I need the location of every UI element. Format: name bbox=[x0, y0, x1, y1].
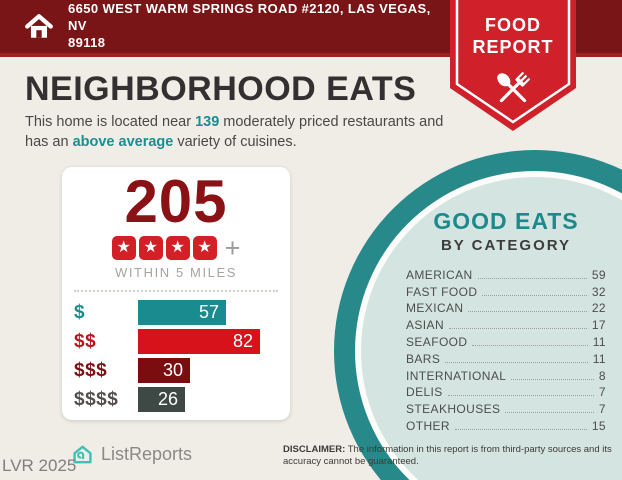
dotted-leader bbox=[447, 395, 594, 397]
star-icon: ★ bbox=[111, 236, 136, 261]
category-value: 32 bbox=[591, 284, 606, 299]
good-eats-title: GOOD EATS bbox=[433, 208, 579, 234]
category-row: STEAKHOUSES 7 bbox=[406, 399, 606, 416]
bar: 82 bbox=[138, 329, 260, 355]
bar: 26 bbox=[138, 387, 185, 413]
restaurant-count: 139 bbox=[195, 114, 220, 130]
listreports-logo: ListReports bbox=[70, 442, 192, 467]
category-label: ASIAN bbox=[406, 318, 445, 333]
category-value: 17 bbox=[591, 318, 606, 333]
dotted-leader bbox=[455, 428, 587, 430]
bar-row: $$ 82 bbox=[74, 327, 278, 356]
dotted-leader bbox=[482, 294, 587, 296]
dotted-leader bbox=[505, 412, 594, 414]
category-label: FAST FOOD bbox=[406, 284, 478, 299]
dotted-leader bbox=[472, 344, 588, 346]
bar-track: 57 bbox=[138, 300, 278, 326]
bar-category-label: $$$$ bbox=[74, 388, 119, 410]
home-icon bbox=[25, 13, 53, 38]
variety-rating: above average bbox=[72, 134, 174, 151]
category-label: STEAKHOUSES bbox=[406, 402, 501, 417]
bar: 30 bbox=[138, 358, 190, 384]
category-value: 22 bbox=[591, 301, 606, 316]
dotted-leader bbox=[511, 378, 594, 380]
bar-category-label: $ bbox=[74, 301, 86, 323]
dotted-separator bbox=[74, 290, 278, 293]
dotted-leader bbox=[468, 311, 587, 313]
category-label: OTHER bbox=[406, 418, 450, 433]
star-icon: ★ bbox=[138, 236, 163, 261]
category-label: MEXICAN bbox=[406, 301, 464, 316]
subtitle: This home is located near 139 moderately… bbox=[25, 114, 444, 151]
category-row: FAST FOOD 32 bbox=[406, 282, 606, 299]
category-value: 11 bbox=[592, 334, 606, 349]
category-row: DELIS 7 bbox=[406, 383, 606, 400]
bar-track: 82 bbox=[138, 329, 278, 355]
bar-row: $$$$ 26 bbox=[74, 385, 278, 414]
good-eats-circle: GOOD EATS BY CATEGORY AMERICAN 59 FAST FOO… bbox=[334, 150, 622, 480]
category-row: BARS 11 bbox=[406, 349, 606, 366]
category-value: 59 bbox=[591, 267, 606, 282]
star-icon: ★ bbox=[192, 236, 217, 261]
good-eats-panel: GOOD EATS BY CATEGORY AMERICAN 59 FAST FOO… bbox=[406, 208, 606, 433]
category-row: AMERICAN 59 bbox=[406, 265, 606, 282]
property-address: 6650 WEST WARM SPRINGS ROAD #2120, LAS V… bbox=[68, 1, 431, 50]
summary-card: 205 ★ ★ ★ ★ + WITHIN 5 MILES $57 $$ 82 $$$ 30 $$$… bbox=[62, 167, 290, 420]
price-bar-chart: $57 $$ 82 $$$ 30 $$$$ 26 bbox=[62, 298, 290, 414]
category-label: BARS bbox=[406, 351, 441, 366]
category-row: SEAFOOD 11 bbox=[406, 332, 606, 349]
category-label: INTERNATIONAL bbox=[406, 368, 507, 383]
category-label: SEAFOOD bbox=[406, 334, 468, 349]
bar-category-label: $$ bbox=[74, 330, 97, 352]
category-value: 11 bbox=[592, 351, 606, 366]
radius-label: WITHIN 5 MILES bbox=[114, 265, 238, 281]
page-title: NEIGHBORHOOD EATS bbox=[25, 70, 417, 108]
category-value: 7 bbox=[598, 385, 606, 400]
category-row: OTHER 15 bbox=[406, 416, 606, 433]
category-row: MEXICAN 22 bbox=[406, 299, 606, 316]
bar-row: $57 bbox=[74, 298, 278, 327]
listreports-house-icon bbox=[73, 445, 92, 464]
dotted-leader bbox=[445, 361, 588, 363]
bar-category-label: $$$ bbox=[74, 359, 108, 381]
category-value: 8 bbox=[598, 368, 606, 383]
bar-row: $$$ 30 bbox=[74, 356, 278, 385]
bar-track: 30 bbox=[138, 358, 278, 384]
star-icon: ★ bbox=[165, 236, 190, 261]
plus-sign: + bbox=[224, 233, 241, 264]
badge-line1: FOOD bbox=[485, 15, 541, 35]
good-eats-subtitle: BY CATEGORY bbox=[440, 237, 572, 254]
category-value: 15 bbox=[591, 418, 606, 433]
badge-line2: REPORT bbox=[472, 37, 553, 57]
category-label: AMERICAN bbox=[406, 267, 473, 282]
crossed-utensils-icon bbox=[497, 71, 531, 103]
bar-track: 26 bbox=[138, 387, 278, 413]
dotted-leader bbox=[477, 277, 587, 279]
category-list: AMERICAN 59 FAST FOOD 32 MEXICAN 22 ASIAN 17 SEA… bbox=[406, 265, 606, 433]
food-report-badge: FOOD REPORT bbox=[450, 0, 576, 131]
category-row: ASIAN 17 bbox=[406, 315, 606, 332]
dotted-leader bbox=[449, 328, 587, 330]
total-restaurants: 205 bbox=[124, 168, 228, 235]
rating-stars: ★ ★ ★ ★ + bbox=[62, 233, 290, 264]
category-value: 7 bbox=[598, 402, 606, 417]
category-row: INTERNATIONAL 8 bbox=[406, 366, 606, 383]
bar: 57 bbox=[138, 300, 226, 326]
category-label: DELIS bbox=[406, 385, 443, 400]
disclaimer: DISCLAIMER: The information in this repo… bbox=[283, 444, 612, 468]
watermark: LVR 2025 bbox=[2, 456, 77, 475]
logo-text: ListReports bbox=[101, 444, 193, 464]
